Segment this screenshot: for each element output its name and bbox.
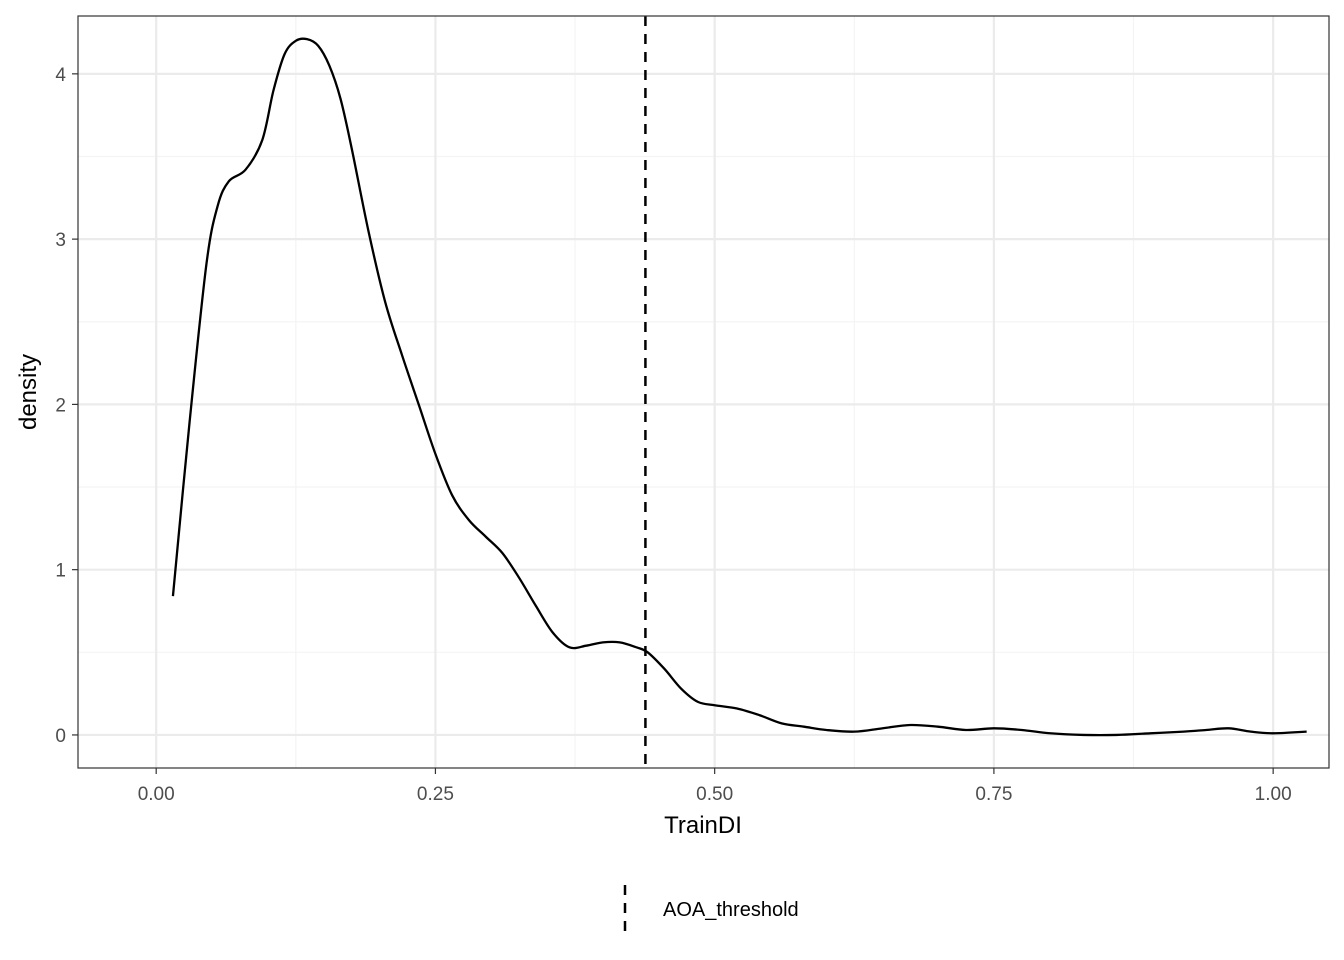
y-tick-label: 4 xyxy=(55,65,66,86)
x-tick-label: 0.75 xyxy=(975,784,1012,805)
x-tick-label: 0.00 xyxy=(138,784,175,805)
y-tick-label: 2 xyxy=(55,395,66,416)
minor-gridlines xyxy=(78,16,1329,768)
major-gridlines xyxy=(78,16,1329,768)
series-layer xyxy=(171,37,1307,737)
y-tick-label: 3 xyxy=(55,230,66,251)
legend: AOA_threshold xyxy=(623,885,799,932)
x-tick-label: 0.50 xyxy=(696,784,733,805)
y-axis-title: density xyxy=(15,354,42,430)
x-tick-label: 1.00 xyxy=(1255,784,1292,805)
legend-label: AOA_threshold xyxy=(663,899,799,921)
y-tick-label: 1 xyxy=(55,561,66,582)
panel-border xyxy=(77,15,1330,769)
y-tick-label: 0 xyxy=(55,726,66,747)
x-axis-ticks: 0.00 0.25 0.50 0.75 1.00 xyxy=(138,768,1292,805)
x-axis-title: TrainDI xyxy=(664,812,742,839)
y-axis-ticks: 0 1 2 3 4 xyxy=(55,65,78,747)
x-tick-label: 0.25 xyxy=(417,784,454,805)
density-curve xyxy=(171,37,1307,737)
